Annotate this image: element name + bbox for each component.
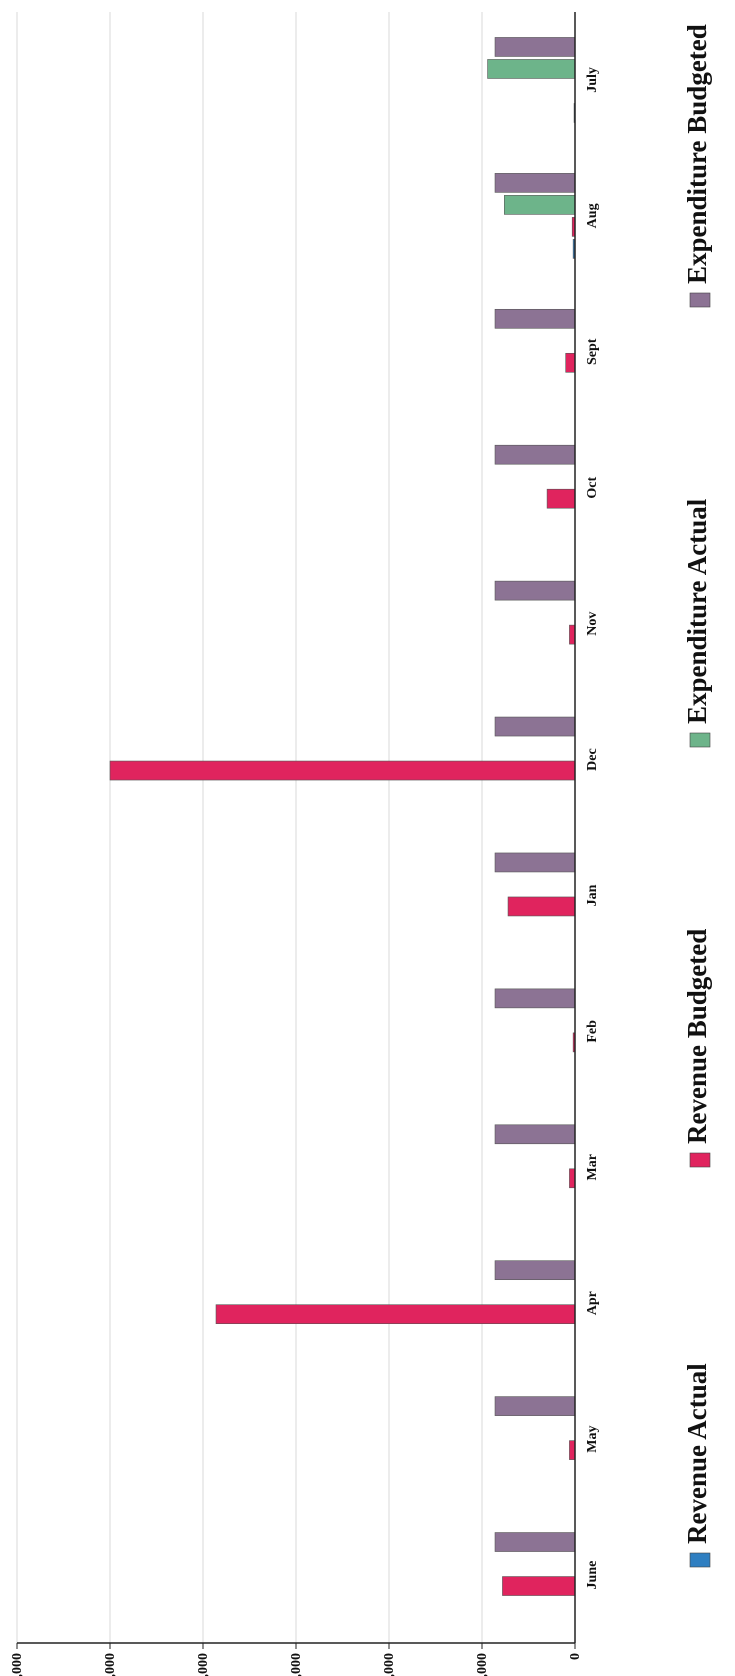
bar-revenue-budgeted-dec [109,760,576,781]
category-label: May [585,1426,600,1453]
bar-revenue-budgeted-nov [569,624,576,645]
value-tick-label: 0 [568,1653,583,1660]
category-label: Jan [585,884,600,906]
bar-expenditure-budgeted-may [494,1396,576,1416]
bar-expenditure-budgeted-mar [494,1124,576,1145]
bar-expenditure-actual-july [487,59,576,79]
gridlines [16,12,483,1643]
value-tick-label: 25,000,000 [103,1653,118,1676]
legend-label: Expenditure Actual [682,498,712,724]
bar-revenue-budgeted-june [502,1576,576,1596]
value-tick-label: 5,000,000 [475,1653,490,1676]
bar-revenue-budgeted-sept [565,352,576,373]
category-label: Feb [585,1020,600,1043]
legend-label: Expenditure Budgeted [682,24,712,284]
value-tick-labels: 0 5,000,000 10,000,000 15,000,000 20,000,000… [10,1643,583,1676]
legend: Revenue Actual Revenue Budgeted Expenditur… [682,24,712,1568]
bar-revenue-budgeted-oct [546,488,576,509]
category-label: July [585,67,600,93]
legend-swatch [689,732,711,748]
category-label: June [585,1561,600,1590]
bar-revenue-budgeted-apr [215,1304,576,1325]
category-labels: July Aug Sept Oct Nov Dec Jan Feb Mar Apr May June [585,67,600,1589]
legend-swatch [689,1152,711,1168]
bars [109,37,576,1596]
bar-revenue-budgeted-may [569,1440,576,1460]
value-tick-label: 20,000,000 [196,1653,211,1676]
bar-expenditure-budgeted-oct [494,444,576,465]
value-tick-label: 30,000,000 [10,1653,25,1676]
category-label: Apr [585,1291,600,1315]
bar-expenditure-budgeted-apr [494,1260,576,1281]
bar-expenditure-actual-aug [504,195,576,215]
category-label: Sept [585,338,600,365]
category-label: Nov [585,612,600,636]
bar-revenue-budgeted-jan [507,896,576,917]
legend-swatch [689,292,711,308]
bar-expenditure-budgeted-sept [494,308,576,329]
bar-expenditure-budgeted-jan [494,852,576,873]
bar-expenditure-budgeted-aug [494,173,576,193]
legend-swatch [689,1552,711,1568]
bar-expenditure-budgeted-july [494,37,576,57]
value-tick-label: 15,000,000 [289,1653,304,1676]
category-label: Oct [585,476,600,498]
value-tick-label: 10,000,000 [382,1653,397,1676]
category-label: Dec [585,748,600,771]
bar-revenue-budgeted-mar [569,1168,576,1189]
bar-expenditure-budgeted-feb [494,988,576,1009]
category-label: Aug [585,203,600,228]
bar-expenditure-budgeted-june [494,1532,576,1552]
bar-expenditure-budgeted-dec [494,716,576,737]
legend-label: Revenue Actual [682,1363,712,1544]
legend-label: Revenue Budgeted [682,929,712,1144]
bar-expenditure-budgeted-nov [494,580,576,601]
category-label: Mar [585,1154,600,1180]
